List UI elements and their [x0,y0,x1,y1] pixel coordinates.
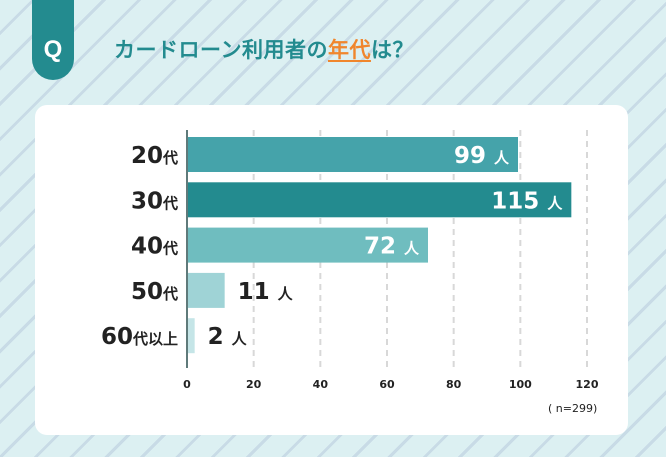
bar [188,272,225,308]
bar [188,182,572,218]
title-prefix: カードローン利用者の [114,38,328,62]
value-label: 72 人 [364,234,420,260]
value-label: 99 人 [454,143,510,169]
x-tick-label: 20 [246,378,262,391]
bar [188,227,428,263]
x-tick-label: 40 [313,378,329,391]
value-label: 2 人 [208,324,248,350]
bar [188,318,195,354]
category-label: 40代 [131,234,178,260]
category-label: 60代以上 [101,324,178,350]
value-label: 11 人 [238,279,294,305]
sample-size-note: ( n=299) [548,402,598,415]
title-highlight: 年代 [327,38,371,62]
x-tick-label: 80 [446,378,462,391]
title-suffix: は？ [370,38,414,62]
x-tick-label: 100 [509,378,532,391]
category-label: 20代 [131,143,178,169]
category-label: 30代 [131,188,178,214]
page-title: カードローン利用者の年代は？ [114,34,414,64]
x-tick-label: 60 [379,378,395,391]
x-tick-label: 120 [576,378,599,391]
value-label: 115 人 [491,188,563,214]
question-badge: Q [32,0,74,80]
x-tick-label: 0 [183,378,191,391]
category-label: 50代 [131,279,178,305]
bar [188,137,518,172]
